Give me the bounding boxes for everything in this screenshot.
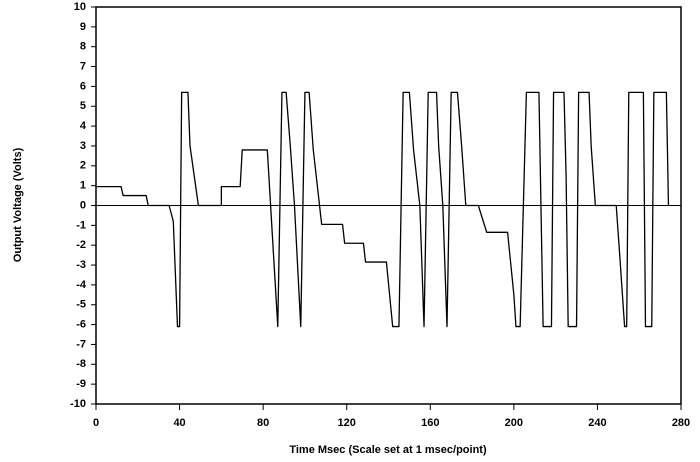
x-tick-label: 200	[505, 417, 523, 429]
x-tick-label: 80	[257, 417, 269, 429]
y-tick-label: 1	[80, 180, 86, 192]
x-axis-title: Time Msec (Scale set at 1 msec/point)	[289, 444, 487, 456]
waveform-line	[96, 91, 670, 328]
x-tick-label: 240	[588, 417, 606, 429]
y-tick-label: 6	[80, 80, 86, 92]
y-tick-label: -6	[76, 319, 86, 331]
y-tick-label: -8	[76, 358, 86, 370]
y-tick-label: -9	[76, 378, 86, 390]
y-tick-label: 9	[80, 21, 86, 33]
x-tick-label: 280	[672, 417, 690, 429]
y-tick-label: 0	[80, 199, 86, 211]
y-tick-label: 8	[80, 41, 86, 53]
x-tick-label: 40	[173, 417, 185, 429]
y-axis-title: Output Voltage (Volts)	[12, 147, 24, 262]
y-tick-label: 7	[80, 60, 86, 72]
y-tick-label: -3	[76, 259, 86, 271]
y-tick-label: 10	[74, 1, 86, 13]
y-tick-label: -2	[76, 239, 86, 251]
x-tick-label: 0	[93, 417, 99, 429]
y-tick-label: -1	[76, 219, 86, 231]
y-tick-label: -7	[76, 338, 86, 350]
y-tick-label: -10	[70, 398, 86, 410]
y-tick-label: 4	[80, 120, 87, 132]
x-tick-label: 120	[338, 417, 356, 429]
y-tick-label: -4	[76, 279, 87, 291]
y-tick-label: -5	[76, 299, 86, 311]
y-tick-label: 5	[80, 100, 86, 112]
x-tick-label: 160	[421, 417, 439, 429]
y-tick-label: 2	[80, 160, 86, 172]
y-tick-label: 3	[80, 140, 86, 152]
